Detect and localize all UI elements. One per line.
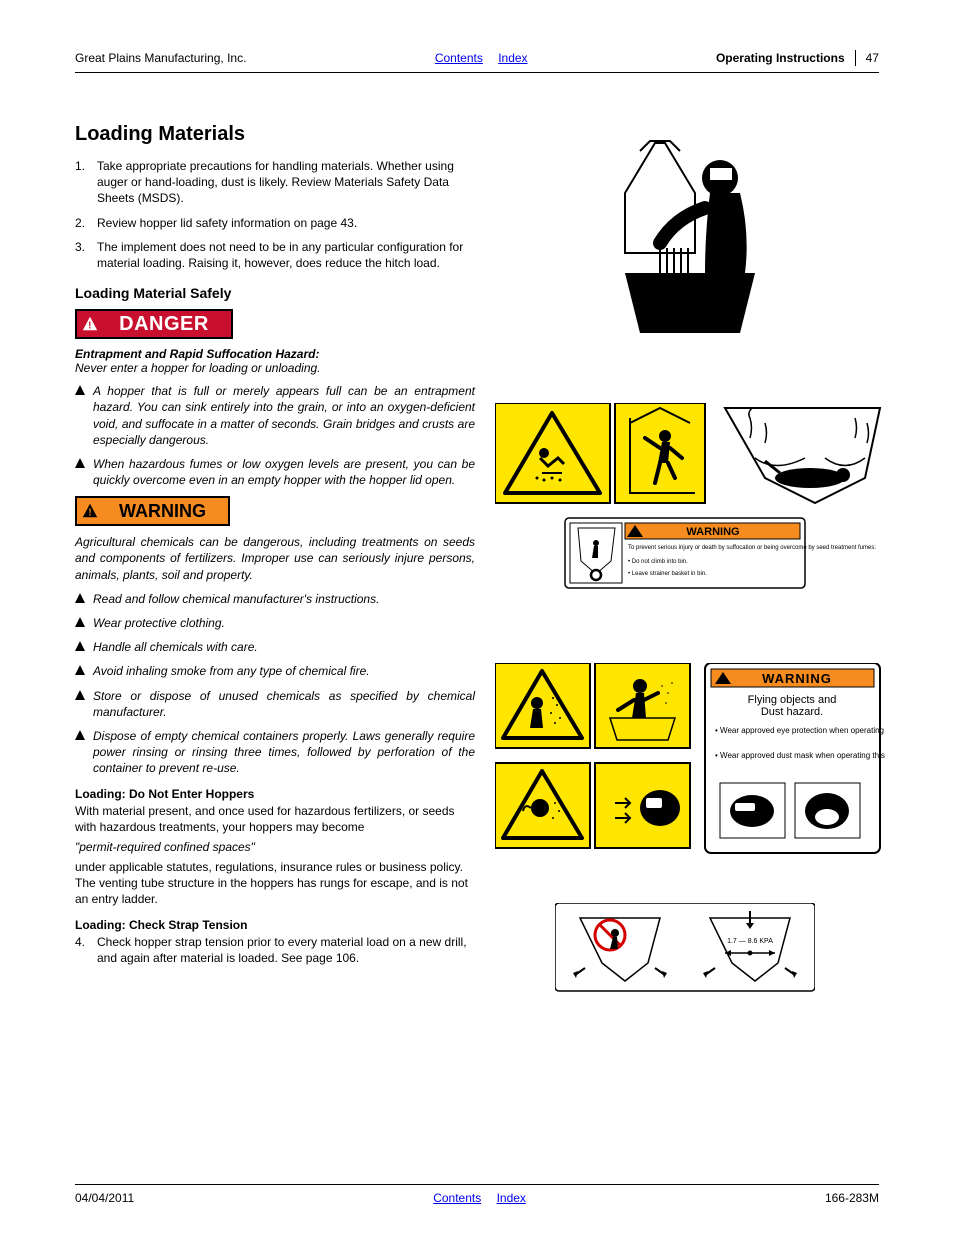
step-1: 1.Take appropriate precautions for handl… [75, 158, 475, 207]
body-noenter-b: under applicable statutes, regulations, … [75, 859, 475, 908]
sticker-text1: To prevent serious injury or death by su… [628, 545, 876, 551]
footer-nav: Contents Index [427, 1191, 532, 1205]
placard-line1: Flying objects and [748, 694, 837, 706]
danger-label: DANGER [103, 313, 231, 336]
svg-text:!: ! [88, 321, 92, 332]
danger-triangle-icon: ! [77, 315, 103, 333]
section-name: Operating Instructions [716, 51, 845, 65]
illus-loading-person [555, 133, 885, 353]
content-columns: Loading Materials 1.Take appropriate pre… [75, 123, 879, 1023]
page-number: 47 [866, 51, 879, 65]
body-noenter-quote: "permit-required confined spaces" [75, 839, 475, 855]
page-title: Loading Materials [75, 123, 475, 146]
placard-warning-label: WARNING [762, 671, 832, 686]
placard-line2: Dust hazard. [761, 706, 823, 718]
footer-docnum: 166-283M [825, 1191, 879, 1205]
danger-heading: Entrapment and Rapid Suffocation Hazard: [75, 347, 475, 361]
danger-bullet-1: A hopper that is full or merely appears … [75, 383, 475, 448]
warning-bullets: Read and follow chemical manufacturer's … [75, 591, 475, 777]
warning-triangle-icon: ! [77, 502, 103, 520]
header-divider [855, 50, 856, 66]
warning-label: WARNING [103, 501, 228, 522]
danger-bullet-2: When hazardous fumes or low oxygen level… [75, 456, 475, 488]
warning-bullet-4: Avoid inhaling smoke from any type of ch… [75, 663, 475, 679]
page-header: Great Plains Manufacturing, Inc. Content… [75, 50, 879, 73]
illus-dust-row: WARNING Flying objects and Dust hazard. … [495, 663, 885, 863]
step-4: 4.Check hopper strap tension prior to ev… [75, 934, 475, 966]
placard-b2: • Wear approved dust mask when operating… [715, 751, 885, 760]
footer-date: 04/04/2011 [75, 1191, 134, 1205]
page-footer: 04/04/2011 Contents Index 166-283M [75, 1184, 879, 1205]
header-right: Operating Instructions 47 [716, 50, 879, 66]
subsub-noenter: Loading: Do Not Enter Hoppers [75, 787, 475, 801]
subsub-strap: Loading: Check Strap Tension [75, 918, 475, 932]
strap-pressure-label: 1.7 — 8.6 KPA [727, 938, 773, 945]
danger-badge: ! DANGER [75, 309, 233, 339]
danger-bullets: A hopper that is full or merely appears … [75, 383, 475, 488]
header-nav: Contents Index [429, 51, 534, 65]
step-2: 2.Review hopper lid safety information o… [75, 215, 475, 231]
placard-b1: • Wear approved eye protection when oper… [715, 726, 885, 735]
intro-steps: 1.Take appropriate precautions for handl… [75, 158, 475, 271]
header-company: Great Plains Manufacturing, Inc. [75, 51, 246, 65]
strap-steps: 4.Check hopper strap tension prior to ev… [75, 934, 475, 966]
warning-bullet-5: Store or dispose of unused chemicals as … [75, 688, 475, 720]
body-noenter-a: With material present, and once used for… [75, 803, 475, 835]
sticker-warning-label: WARNING [686, 526, 739, 538]
contents-link[interactable]: Contents [435, 51, 483, 65]
sticker-b1: • Do not climb into bin. [628, 559, 688, 565]
danger-sub: Never enter a hopper for loading or unlo… [75, 361, 475, 375]
warning-bullet-3: Handle all chemicals with care. [75, 639, 475, 655]
subtitle-safely: Loading Material Safely [75, 285, 475, 301]
warning-bullet-2: Wear protective clothing. [75, 615, 475, 631]
index-link[interactable]: Index [498, 51, 527, 65]
page: Great Plains Manufacturing, Inc. Content… [0, 0, 954, 1235]
footer-index-link[interactable]: Index [497, 1191, 526, 1205]
warning-bullet-1: Read and follow chemical manufacturer's … [75, 591, 475, 607]
footer-contents-link[interactable]: Contents [433, 1191, 481, 1205]
step-3: 3.The implement does not need to be in a… [75, 239, 475, 271]
illus-entrapment-row: WARNING To prevent serious injury or dea… [495, 403, 885, 603]
warning-intro: Agricultural chemicals can be dangerous,… [75, 534, 475, 583]
svg-text:!: ! [88, 508, 91, 519]
sticker-b2: • Leave strainer basket in bin. [628, 571, 707, 577]
right-column: WARNING To prevent serious injury or dea… [495, 123, 885, 1023]
left-column: Loading Materials 1.Take appropriate pre… [75, 123, 475, 1023]
illus-strap-row: 1.7 — 8.6 KPA [555, 903, 885, 993]
warning-badge: ! WARNING [75, 496, 230, 526]
warning-bullet-6: Dispose of empty chemical containers pro… [75, 728, 475, 777]
